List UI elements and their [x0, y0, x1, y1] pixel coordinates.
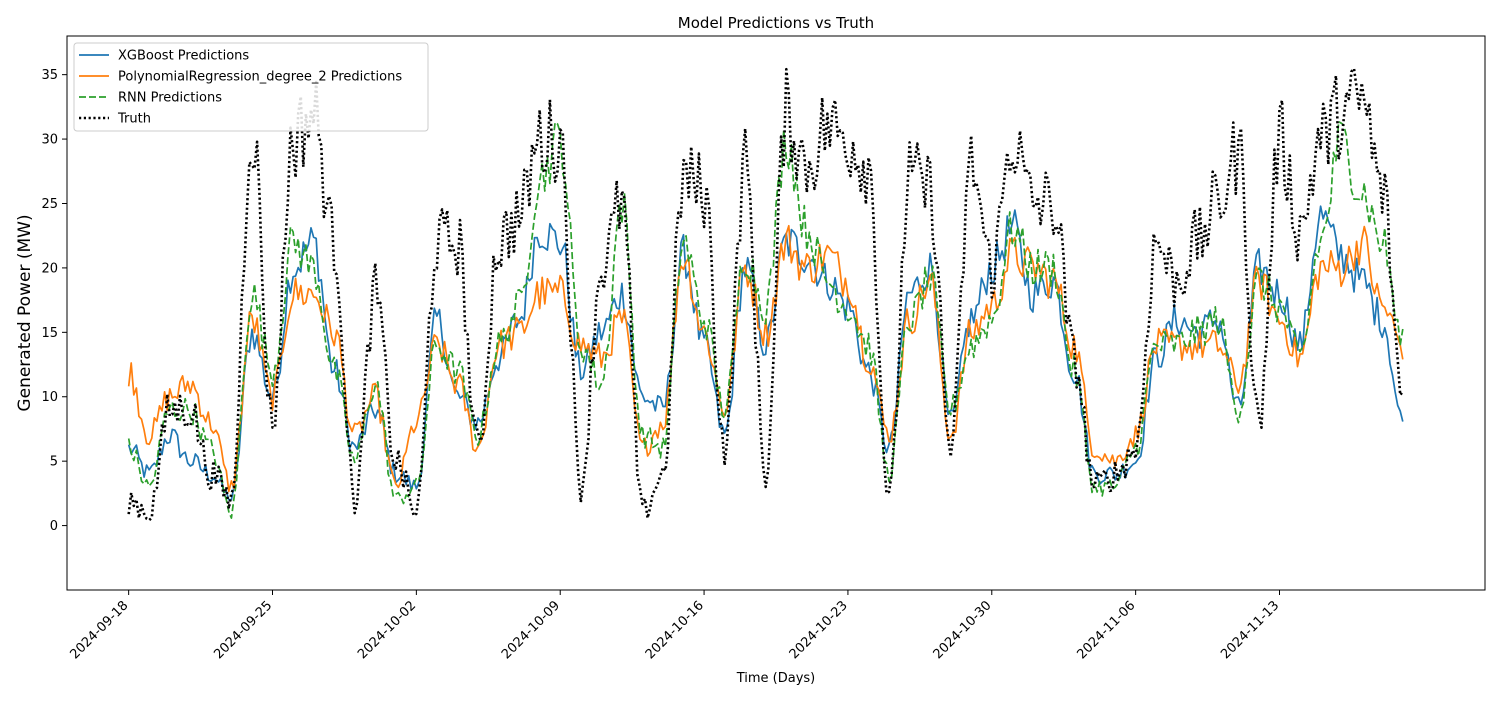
y-tick-label: 5	[50, 455, 58, 470]
legend-label: XGBoost Predictions	[118, 49, 249, 64]
series-line-2	[127, 120, 1404, 519]
chart-title: Model Predictions vs Truth	[678, 14, 874, 32]
legend-label: Truth	[117, 112, 151, 127]
x-axis-label: Time (Days)	[736, 671, 816, 686]
y-tick-label: 15	[41, 326, 58, 341]
y-tick-label: 30	[41, 133, 58, 148]
y-tick-label: 25	[41, 197, 58, 212]
y-axis-label: Generated Power (MW)	[15, 214, 35, 411]
y-tick-label: 10	[41, 390, 58, 405]
legend: XGBoost Predictions PolynomialRegression_…	[73, 42, 429, 132]
legend-label: RNN Predictions	[118, 91, 222, 106]
legend-label: PolynomialRegression_degree_2 Prediction…	[118, 70, 402, 85]
plot-area	[127, 67, 1404, 522]
series-line-3	[127, 67, 1404, 522]
legend-box	[73, 42, 429, 132]
y-tick-label: 0	[50, 519, 58, 534]
y-tick-label: 35	[41, 68, 58, 83]
axes-frame	[66, 35, 1486, 591]
y-tick-label: 20	[41, 261, 58, 276]
